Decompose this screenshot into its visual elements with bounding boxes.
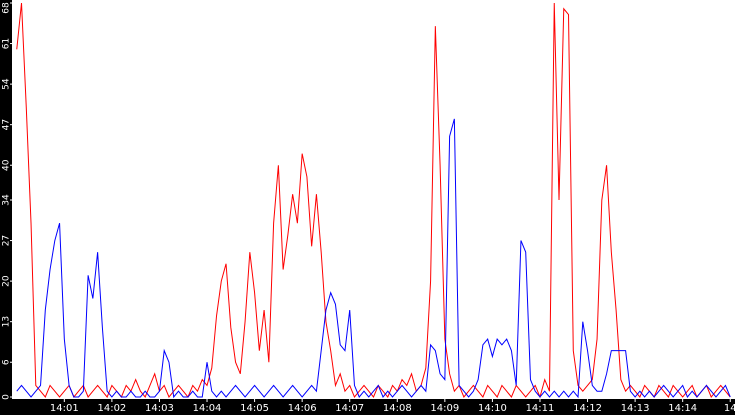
y-tick-label: 0 <box>2 394 12 400</box>
x-tick-label: 14:05 <box>240 403 269 414</box>
x-tick-label: 14:03 <box>145 403 174 414</box>
y-tick-label: 34 <box>2 194 12 206</box>
y-tick-label: 13 <box>2 316 12 327</box>
y-axis-strip <box>0 0 12 415</box>
x-tick-label: 14:01 <box>50 403 79 414</box>
x-tick-label: 14:14 <box>668 403 697 414</box>
x-tick-label: 14:06 <box>288 403 317 414</box>
x-tick-label: 14:04 <box>193 403 222 414</box>
x-tick-label: 14:10 <box>478 403 507 414</box>
x-tick-label: 14:11 <box>526 403 555 414</box>
y-tick-label: 6 <box>2 359 12 365</box>
x-tick-label: 14:02 <box>97 403 126 414</box>
x-tick-label: 14 <box>724 403 735 414</box>
y-tick-label: 61 <box>2 38 12 49</box>
x-tick-label: 14:13 <box>621 403 650 414</box>
y-tick-label: 68 <box>2 2 12 14</box>
y-tick-label: 40 <box>2 159 12 171</box>
y-tick-label: 20 <box>2 275 12 287</box>
x-tick-label: 14:07 <box>335 403 364 414</box>
y-tick-label: 47 <box>2 119 12 130</box>
x-tick-label: 14:12 <box>573 403 602 414</box>
y-tick-label: 54 <box>2 78 12 90</box>
y-tick-label: 27 <box>2 235 12 246</box>
x-tick-label: 14:09 <box>430 403 459 414</box>
x-tick-label: 14:08 <box>383 403 412 414</box>
series-line <box>16 118 731 399</box>
x-axis-strip <box>0 399 735 415</box>
series-line <box>16 2 731 399</box>
